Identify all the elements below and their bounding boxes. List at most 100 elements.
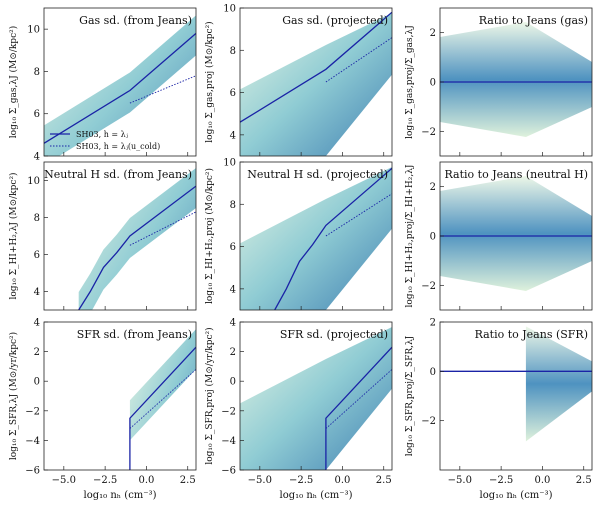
panel-3: 4 6 8 10 Neutral H sd. (from Jeans) log₁₀ Σ_H… (8, 161, 197, 311)
y-tick-label: 10 (27, 25, 40, 36)
y-tick-label: 4 (230, 284, 236, 295)
y-tick-label: 0 (430, 78, 436, 89)
y-tick-label: −2 (421, 127, 436, 138)
y-tick-label: 4 (34, 318, 40, 329)
y-tick-label: 8 (230, 46, 236, 57)
heatmap-density (440, 22, 592, 137)
y-axis-label: log₁₀ Σ_SFR,proj (M⊙/yr/kpc²) (204, 327, 215, 464)
panel-8: −2 0 2 −5.0 −2.5 0.0 2.5 Ratio to Jeans (SFR) lo… (405, 318, 593, 501)
x-tick-label: 0.0 (334, 475, 350, 486)
curve-solid (44, 32, 196, 144)
curve-solid (78, 185, 196, 310)
y-tick-label: 10 (223, 158, 236, 169)
panel-frame (43, 321, 197, 471)
panel-frame (439, 321, 593, 471)
y-tick-label: −6 (25, 466, 40, 477)
y-tick-label: 2 (430, 318, 436, 329)
y-tick-label: −2 (25, 406, 40, 417)
panel-title: SFR sd. (from Jeans) (77, 328, 192, 341)
curve-solid (129, 346, 196, 470)
legend-dotted-label: SH03, h = λⱼ(u_cold) (76, 142, 160, 151)
curve-dotted (129, 211, 196, 246)
curve-solid (325, 346, 392, 470)
y-tick-label: 2 (34, 347, 40, 358)
x-tick-label: 2.5 (576, 475, 592, 486)
y-tick-label: 8 (34, 213, 40, 224)
panel-5: −2 0 2 Ratio to Jeans (neutral H) log₁₀ Σ_HI… (405, 161, 593, 311)
panel-title: SFR sd. (projected) (280, 328, 388, 341)
y-tick-label: 4 (34, 152, 40, 163)
y-tick-label: 8 (34, 67, 40, 78)
y-tick-label: 0 (34, 377, 40, 388)
panel-frame (239, 161, 393, 311)
y-axis-label: log₁₀ Σ_SFR,proj/Σ_SFR,λJ (405, 335, 415, 456)
x-tick-label: 2.5 (180, 475, 196, 486)
y-axis-label: log₁₀ Σ_gas,proj (M⊙/kpc²) (204, 21, 215, 142)
y-tick-label: 4 (230, 318, 236, 329)
x-axis-label: log₁₀ nₕ (cm⁻³) (480, 490, 553, 501)
y-tick-label: −2 (221, 406, 236, 417)
y-tick-label: 0 (430, 232, 436, 243)
y-axis-label: log₁₀ Σ_gas,λJ (M⊙/kpc²) (8, 26, 19, 138)
curve-dotted (325, 193, 392, 237)
y-tick-label: 8 (230, 200, 236, 211)
y-tick-label: −4 (25, 436, 40, 447)
y-tick-label: 0 (230, 377, 236, 388)
panel-frame (43, 161, 197, 311)
legend-solid-label: SH03, h = λⱼ (76, 130, 128, 139)
panel-4: 4 6 8 10 Neutral H sd. (projected) log₁₀ Σ_HI… (204, 158, 393, 311)
y-axis-label: log₁₀ Σ_HI+H₂,proj/Σ_HI+H₂,λJ (405, 164, 415, 307)
y-axis-label: log₁₀ Σ_HI+H₂,λJ (M⊙/kpc²) (8, 172, 19, 299)
panel-title: Neutral H sd. (projected) (247, 168, 388, 181)
heatmap-density (525, 326, 592, 442)
heatmap-density (240, 13, 392, 156)
y-tick-label: 6 (34, 109, 40, 120)
panel-frame (43, 7, 197, 157)
panel-title: Ratio to Jeans (neutral H) (445, 168, 589, 181)
x-tick-label: 2.5 (376, 475, 392, 486)
heatmap-density (44, 15, 196, 156)
panel-0: 4 6 8 10 Gas sd. (from Jeans) log₁₀ Σ_gas,λJ … (8, 7, 197, 163)
panel-7: −6 −4 −2 0 2 4 −5.0 −2.5 0.0 2.5 SFR sd. (projecte… (204, 318, 393, 501)
x-tick-label: −5.0 (248, 475, 272, 486)
y-axis-label: log₁₀ Σ_SFR,λJ (M⊙/yr/kpc²) (8, 332, 19, 460)
x-tick-label: −2.5 (93, 475, 117, 486)
heatmap-density (440, 176, 592, 291)
panel-title: Ratio to Jeans (SFR) (475, 328, 588, 341)
y-tick-label: 6 (230, 242, 236, 253)
panel-frame (239, 7, 393, 157)
panel-title: Ratio to Jeans (gas) (479, 14, 588, 27)
panel-6: −6 −4 −2 0 2 4 −5.0 −2.5 0.0 2.5 SFR sd. (from Jea… (8, 318, 197, 501)
panel-title: Neutral H sd. (from Jeans) (44, 168, 192, 181)
x-tick-label: 0.0 (138, 475, 154, 486)
y-tick-label: 10 (27, 176, 40, 187)
panel-title: Gas sd. (projected) (282, 14, 388, 27)
heatmap-density (78, 168, 196, 310)
y-tick-label: 4 (34, 287, 40, 298)
y-tick-label: 6 (34, 250, 40, 261)
curve-solid (240, 11, 392, 123)
x-tick-label: 0.0 (534, 475, 550, 486)
panel-frame (239, 321, 393, 471)
y-tick-label: −2 (421, 281, 436, 292)
y-tick-label: 4 (230, 130, 236, 141)
y-tick-label: −6 (221, 466, 236, 477)
heatmap-density (240, 167, 392, 310)
y-tick-label: 2 (430, 182, 436, 193)
x-tick-label: −2.5 (289, 475, 313, 486)
panel-1: 4 6 8 10 Gas sd. (projected) log₁₀ Σ_gas,proj… (204, 4, 393, 157)
panel-title: Gas sd. (from Jeans) (79, 14, 192, 27)
x-axis-label: log₁₀ nₕ (cm⁻³) (84, 490, 157, 501)
panel-2: −2 0 2 Ratio to Jeans (gas) log₁₀ Σ_gas,proj… (405, 7, 593, 157)
y-tick-label: −4 (221, 436, 236, 447)
y-tick-label: 2 (430, 28, 436, 39)
x-tick-label: −2.5 (489, 475, 513, 486)
y-tick-label: 6 (230, 88, 236, 99)
curve-solid (274, 167, 392, 310)
heatmap-density (240, 327, 392, 470)
y-tick-label: 0 (430, 367, 436, 378)
y-tick-label: 2 (230, 347, 236, 358)
x-tick-label: −5.0 (52, 475, 76, 486)
x-tick-label: −5.0 (448, 475, 472, 486)
